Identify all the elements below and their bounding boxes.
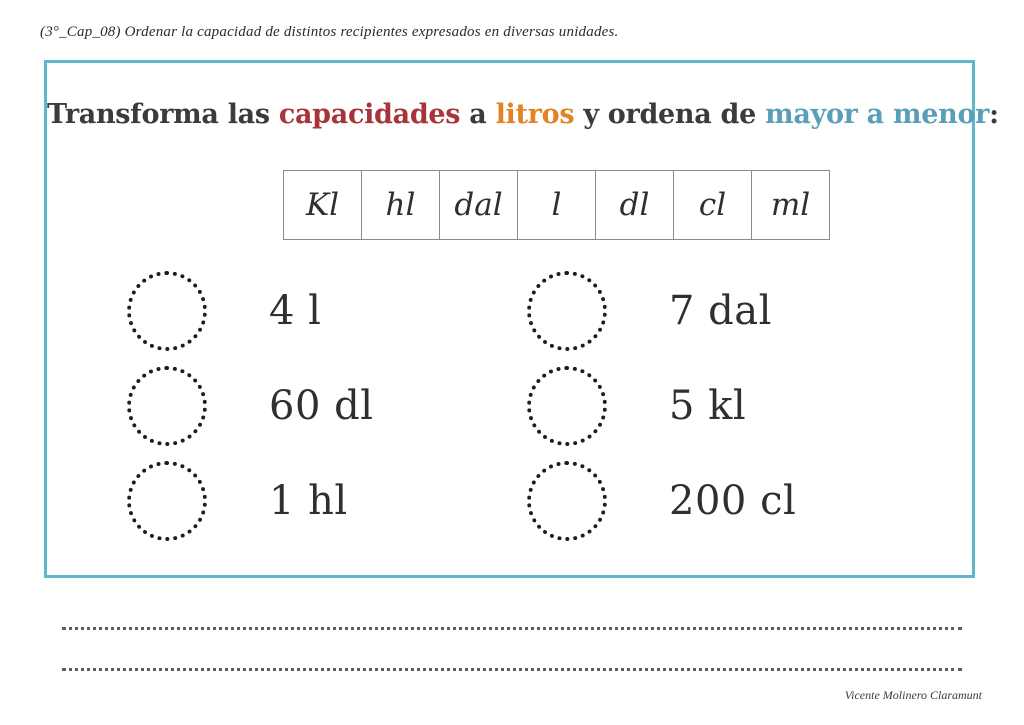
answer-item[interactable]: 60 dl — [127, 358, 547, 453]
answer-writing-line[interactable] — [62, 665, 962, 671]
answer-circle-input[interactable] — [127, 270, 207, 351]
instruction-keyword-capacidades: capacidades — [278, 99, 461, 130]
unit-cell-dl: dl — [595, 170, 674, 240]
instruction-part-7: : — [989, 99, 999, 130]
answer-item-label: 7 dal — [669, 287, 772, 334]
instruction-keyword-litros: litros — [495, 99, 575, 130]
answer-circle-input[interactable] — [527, 460, 607, 541]
answer-item[interactable]: 200 cl — [527, 453, 947, 548]
answer-writing-line[interactable] — [62, 624, 962, 630]
unit-cell-ml: ml — [751, 170, 830, 240]
answer-item[interactable]: 1 hl — [127, 453, 547, 548]
instruction-part-3: a — [460, 99, 496, 130]
answer-item[interactable]: 4 l — [127, 263, 547, 358]
instruction-part-5: y ordena de — [574, 99, 766, 130]
worksheet-header-text: (3°_Cap_08) Ordenar la capacidad de dist… — [40, 24, 619, 40]
instruction-keyword-mayor-a-menor: mayor a menor — [765, 99, 990, 130]
unit-cell-kl: Kl — [283, 170, 362, 240]
answer-item-label: 5 kl — [669, 382, 747, 429]
unit-cell-hl: hl — [361, 170, 440, 240]
answer-circle-input[interactable] — [127, 365, 207, 446]
answer-circle-input[interactable] — [527, 270, 607, 351]
answer-item[interactable]: 7 dal — [527, 263, 947, 358]
footer-author-credit: Vicente Molinero Claramunt — [844, 688, 982, 702]
unit-cell-l: l — [517, 170, 596, 240]
unit-cell-dal: dal — [439, 170, 518, 240]
unit-cell-cl: cl — [673, 170, 752, 240]
answer-item-label: 60 dl — [269, 382, 374, 429]
answer-item-label: 200 cl — [669, 477, 797, 524]
answer-circle-input[interactable] — [527, 365, 607, 446]
answer-circle-input[interactable] — [127, 460, 207, 541]
exercise-frame: Transforma las capacidades a litros y or… — [44, 60, 999, 578]
answer-items-area: 4 l 60 dl 1 hl 7 dal 5 kl 200 cl — [47, 263, 972, 563]
answer-column-right: 7 dal 5 kl 200 cl — [527, 263, 947, 548]
units-reference-table: Kl hl dal l dl cl ml — [283, 170, 830, 240]
answer-column-left: 4 l 60 dl 1 hl — [127, 263, 547, 548]
answer-item-label: 1 hl — [269, 477, 348, 524]
instruction-title: Transforma las capacidades a litros y or… — [47, 99, 999, 130]
units-table-row: Kl hl dal l dl cl ml — [283, 170, 830, 240]
instruction-part-1: Transforma las — [47, 99, 279, 130]
answer-item-label: 4 l — [269, 287, 322, 334]
answer-item[interactable]: 5 kl — [527, 358, 947, 453]
